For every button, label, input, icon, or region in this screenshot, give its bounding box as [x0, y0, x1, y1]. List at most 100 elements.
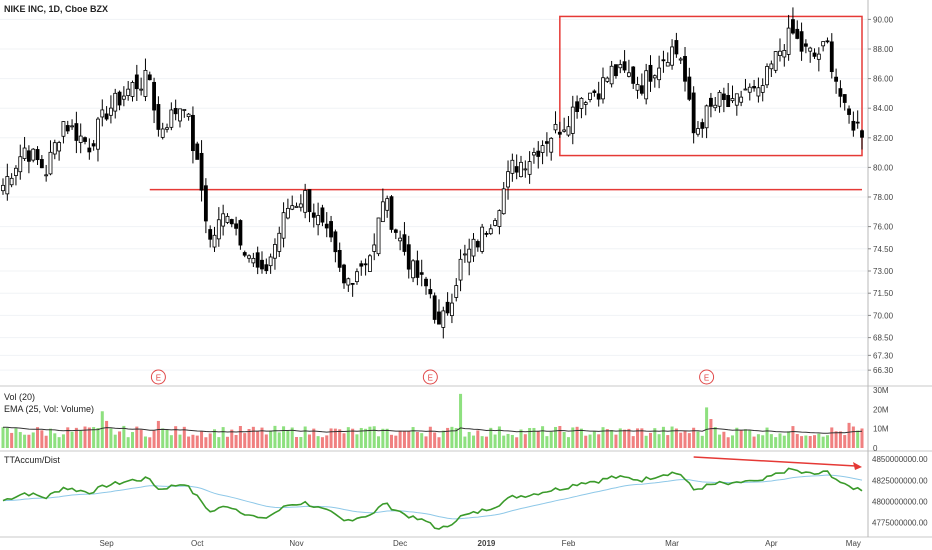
- candle-up: [372, 244, 377, 252]
- volume-bar-down: [74, 427, 78, 448]
- volume-bar-down: [614, 434, 618, 448]
- x-tick-label: Nov: [289, 539, 303, 548]
- volume-bar-down: [325, 435, 329, 448]
- candle-up: [225, 215, 230, 223]
- candle-down: [622, 61, 627, 71]
- candle-up: [519, 161, 523, 178]
- volume-bar-down: [709, 419, 713, 448]
- candle-down: [242, 252, 247, 256]
- candle-up: [268, 256, 273, 267]
- price-tick-label: 70.00: [873, 311, 894, 320]
- volume-bar-up: [502, 435, 506, 448]
- annotations-overlay: [693, 456, 862, 470]
- accum-dist-lines: [2, 467, 863, 530]
- volume-bar-up: [769, 434, 773, 448]
- volume-bar-up: [463, 436, 467, 448]
- x-tick-label: Dec: [393, 539, 407, 548]
- tick-labels: 90.00 88.00 86.00 84.00 82.00 80.00 78.00 76.00…: [99, 15, 928, 548]
- x-tick-label: Feb: [562, 539, 576, 548]
- volume-bar-down: [338, 429, 342, 448]
- volume-bar-up: [610, 430, 614, 448]
- price-tick-label: 86.00: [873, 75, 894, 84]
- candle-down: [614, 64, 618, 77]
- volume-bar-down: [264, 434, 268, 448]
- volume-bar-down: [843, 435, 847, 448]
- candle-down: [432, 295, 437, 320]
- volume-bar-up: [554, 426, 558, 448]
- candle-up: [100, 109, 105, 118]
- candle-down: [35, 149, 40, 161]
- volume-bar-up: [528, 428, 532, 448]
- volume-bar-up: [730, 435, 735, 448]
- candle-up: [739, 96, 744, 103]
- volume-bar-up: [497, 426, 501, 448]
- candle-up: [450, 302, 454, 317]
- candle-down: [234, 223, 239, 229]
- volume-bar-up: [96, 428, 100, 448]
- volume-tick-label: 20M: [873, 405, 889, 414]
- volume-bar-up: [467, 431, 471, 448]
- volume-bar-down: [105, 420, 109, 448]
- candle-down: [173, 108, 178, 115]
- volume-bar-down: [230, 429, 234, 448]
- volume-bar-up: [165, 429, 169, 448]
- candle-down: [229, 219, 234, 225]
- candle-up: [130, 82, 135, 97]
- candle-down: [419, 272, 424, 275]
- divergence-arrow-line: [693, 456, 857, 467]
- price-tick-label: 67.30: [873, 351, 894, 360]
- volume-bar-up: [143, 436, 147, 448]
- volume-bar-up: [532, 427, 536, 448]
- candle-up: [760, 85, 765, 93]
- volume-bar-up: [92, 427, 96, 448]
- volume-bar-down: [484, 436, 488, 448]
- candle-down: [592, 90, 597, 93]
- volume-bar-down: [260, 427, 264, 448]
- candle-up: [367, 255, 372, 272]
- candle-up: [380, 201, 385, 223]
- x-tick-label: Sep: [99, 539, 114, 548]
- volume-bar-down: [851, 426, 855, 448]
- candle-down: [842, 94, 847, 103]
- candle-up: [626, 72, 631, 77]
- volume-bar-up: [385, 428, 389, 448]
- candle-down: [631, 66, 636, 84]
- volume-bar-down: [558, 425, 562, 448]
- candle-down: [117, 91, 122, 106]
- candle-up: [355, 271, 359, 283]
- candle-down: [65, 125, 70, 132]
- volume-bar-up: [290, 427, 294, 448]
- candle-up: [670, 46, 674, 66]
- candle-up: [704, 105, 709, 129]
- volume-bar-down: [692, 427, 696, 448]
- volume-bar-down: [83, 426, 87, 448]
- accum-tick-label: 4850000000.00: [872, 455, 928, 464]
- price-tick-label: 71.50: [873, 289, 894, 298]
- candle-up: [618, 64, 623, 69]
- candle-down: [484, 232, 489, 235]
- volume-bar-down: [722, 431, 726, 448]
- candle-up: [160, 128, 165, 138]
- volume-bar-up: [825, 435, 829, 448]
- volume-bar-down: [238, 426, 242, 448]
- candle-up: [588, 92, 592, 101]
- candle-up: [493, 220, 498, 226]
- candle-up: [109, 107, 113, 116]
- candle-up: [713, 104, 718, 109]
- candle-down: [424, 278, 428, 287]
- x-tick-label: Apr: [765, 539, 778, 548]
- volume-bar-down: [295, 437, 299, 448]
- candle-up: [294, 205, 299, 208]
- candle-up: [644, 70, 649, 100]
- candle-up: [169, 109, 174, 128]
- candle-up: [696, 128, 700, 135]
- volume-bar-up: [359, 427, 363, 448]
- volume-bar-up: [601, 427, 605, 448]
- volume-bar-down: [627, 428, 631, 448]
- candle-down: [791, 19, 795, 34]
- price-tick-label: 76.00: [873, 223, 894, 232]
- candle-down: [812, 52, 817, 57]
- candle-up: [506, 171, 510, 188]
- volume-bar-up: [213, 429, 217, 448]
